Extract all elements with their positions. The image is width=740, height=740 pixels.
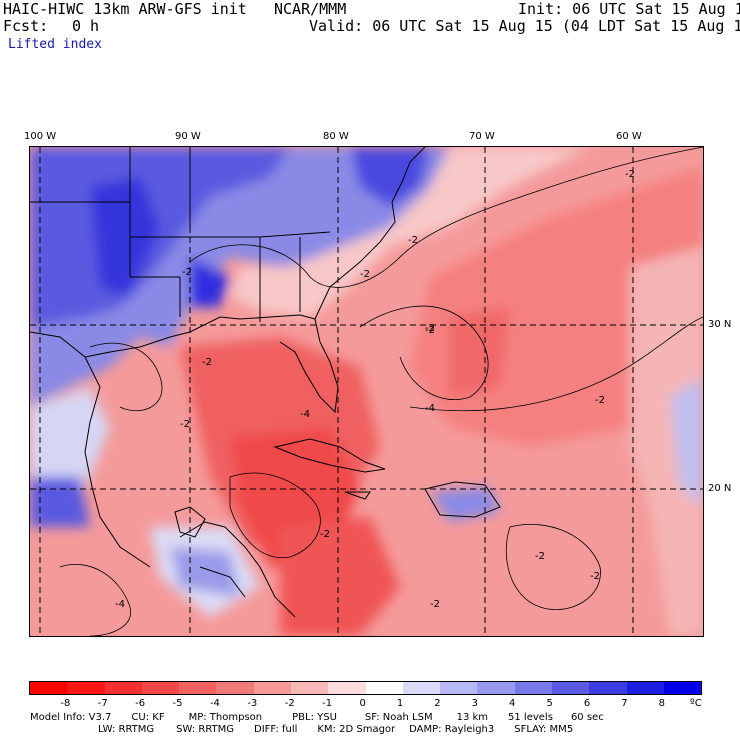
colorbar-swatch <box>253 682 291 694</box>
fcst-label: Fcst: <box>3 17 49 35</box>
colorbar-tick-label: -5 <box>172 698 183 709</box>
colorbar-tick-label: ºC <box>690 698 702 709</box>
colorbar-swatch <box>514 682 552 694</box>
colorbar-swatch <box>328 682 366 694</box>
colorbar-swatch <box>30 682 68 694</box>
contour-label: -4 <box>115 599 125 610</box>
model-info-line1: Model Info: V3.7 CU: KF MP: Thompson PBL: Y… <box>30 712 604 724</box>
colorbar-tick-label: -8 <box>60 698 71 709</box>
colorbar-swatch <box>290 682 329 694</box>
colorbar-swatch <box>626 682 664 694</box>
init-time: Init: 06 UTC Sat 15 Aug 15 <box>518 0 740 18</box>
contour-label: -2 <box>425 323 435 334</box>
contour-label: -2 <box>408 235 418 246</box>
contour-label: -4 <box>425 403 435 414</box>
contour-label: -2 <box>595 395 605 406</box>
model-info-item: MP: Thompson <box>188 712 263 723</box>
colorbar-tick-label: 4 <box>509 698 516 709</box>
colorbar-swatch <box>402 682 441 694</box>
contour-label: -2 <box>535 551 545 562</box>
contour-label: -4 <box>300 409 310 420</box>
model-info-item: 60 sec <box>570 712 604 723</box>
model-info-item: PBL: YSU <box>292 712 337 723</box>
model-info-item: SF: Noah LSM <box>364 712 433 723</box>
colorbar-tick-label: 0 <box>359 698 366 709</box>
colorbar-tick-label: 2 <box>434 698 441 709</box>
colorbar-swatch <box>589 682 627 694</box>
contour-label: -2 <box>360 269 370 280</box>
coastlines <box>30 147 501 618</box>
model-title: HAIC-HIWC 13km ARW-GFS init <box>3 0 247 18</box>
lon-label: 80 W <box>323 131 349 142</box>
colorbar <box>29 681 702 695</box>
fcst-value: 0 h <box>72 17 100 35</box>
colorbar-swatch <box>104 682 142 694</box>
contour-label: -2 <box>590 571 600 582</box>
map-canvas: -2 -2 -2 -2 -2 -2 -2 -2 -2 -4 -4 -4 -2 -… <box>30 147 703 636</box>
contours <box>59 147 703 636</box>
model-info-item: LW: RRTMG <box>98 724 155 735</box>
lon-label: 70 W <box>469 131 495 142</box>
contour-label: -2 <box>202 357 212 368</box>
colorbar-swatch <box>551 682 590 694</box>
model-info-item: Model Info: V3.7 <box>30 712 112 723</box>
model-info-line2: LW: RRTMG SW: RRTMG DIFF: full KM: 2D Smago… <box>98 724 573 736</box>
lon-label: 90 W <box>175 131 201 142</box>
lon-label: 100 W <box>24 131 57 142</box>
colorbar-tick-label: 6 <box>583 698 591 709</box>
colorbar-tick-label: -2 <box>284 698 295 709</box>
colorbar-swatch <box>67 682 105 694</box>
colorbar-swatch <box>663 682 702 694</box>
colorbar-swatch <box>179 682 217 694</box>
colorbar-tick-label: 5 <box>546 698 553 709</box>
colorbar-tick-label: 1 <box>396 698 404 709</box>
model-info-item: SW: RRTMG <box>176 724 235 735</box>
graticule <box>30 147 703 636</box>
model-info-item: DIFF: full <box>254 724 298 735</box>
contour-label: -2 <box>430 599 440 610</box>
colorbar-swatch <box>365 682 403 694</box>
colorbar-tick-label: -7 <box>97 698 108 709</box>
model-info-item: KM: 2D Smagor <box>317 724 396 735</box>
colorbar-swatch <box>440 682 478 694</box>
valid-time: Valid: 06 UTC Sat 15 Aug 15 (04 LDT Sat … <box>309 17 740 35</box>
colorbar-tick-label: -1 <box>322 698 333 709</box>
colorbar-swatch <box>141 682 180 694</box>
colorbar-swatch <box>477 682 515 694</box>
lat-label: 20 N <box>708 483 732 494</box>
model-info-item: SFLAY: MM5 <box>514 724 574 735</box>
contour-labels: -2 -2 -2 -2 -2 -2 -2 -2 -2 -4 -4 -4 -2 -… <box>115 169 635 610</box>
contour-label: -2 <box>320 529 330 540</box>
contour-label: -2 <box>425 325 435 336</box>
colorbar-tick-label: -4 <box>209 698 220 709</box>
colorbar-tick-label: 3 <box>471 698 479 709</box>
contour-label: -2 <box>180 419 190 430</box>
model-info-item: CU: KF <box>131 712 165 723</box>
contour-label: -2 <box>182 267 192 278</box>
model-info-item: 13 km <box>456 712 489 723</box>
org-label: NCAR/MMM <box>274 0 347 18</box>
colorbar-tick-label: 7 <box>621 698 628 709</box>
lat-label: 30 N <box>708 319 732 330</box>
field-name: Lifted index <box>8 37 102 52</box>
colorbar-tick-label: 8 <box>658 698 665 709</box>
lifted-index-map: -2 -2 -2 -2 -2 -2 -2 -2 -2 -4 -4 -4 -2 -… <box>29 146 704 637</box>
colorbar-tick-label: -3 <box>247 698 258 709</box>
colorbar-swatch <box>216 682 254 694</box>
field-shading <box>30 147 703 636</box>
colorbar-tick-label: -6 <box>135 698 146 709</box>
lon-label: 60 W <box>616 131 642 142</box>
model-info-item: DAMP: Rayleigh3 <box>409 724 495 735</box>
model-info-item: 51 levels <box>508 712 553 723</box>
contour-label: -2 <box>625 169 635 180</box>
